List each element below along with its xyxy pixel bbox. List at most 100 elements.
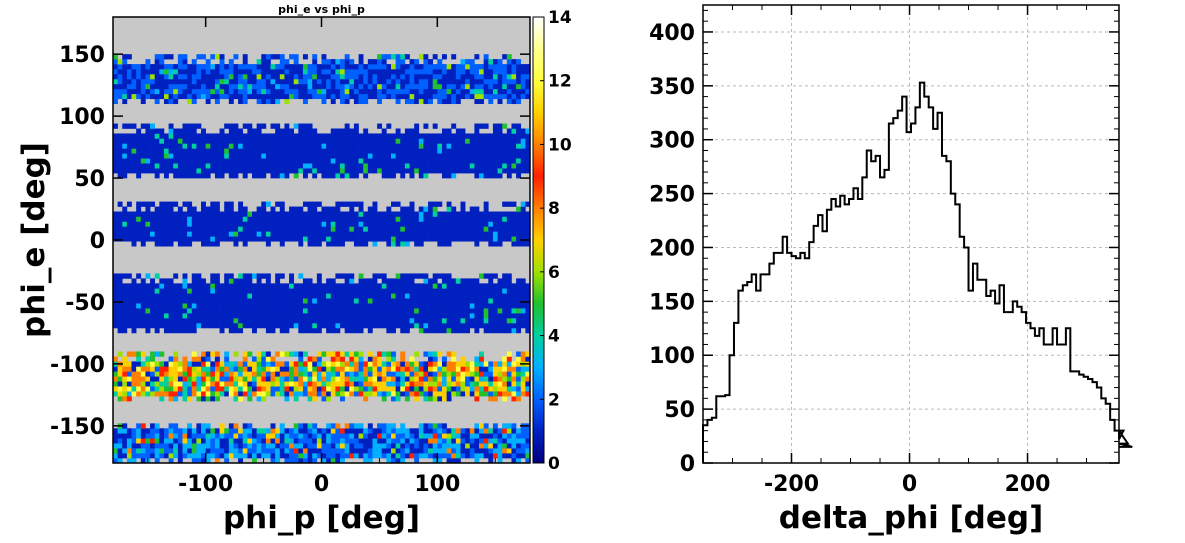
heatmap-cell [312, 293, 318, 299]
heatmap-cell [455, 168, 461, 174]
heatmap-cell [247, 366, 253, 372]
heatmap-cell [455, 216, 461, 222]
heatmap-cell [247, 143, 253, 149]
heatmap-cell [414, 448, 420, 454]
heatmap-cell [298, 69, 304, 75]
heatmap-cell [205, 236, 211, 242]
heatmap-cell [219, 128, 225, 134]
heatmap-cell [196, 93, 202, 100]
heatmap-cell [386, 73, 392, 80]
heatmap-cell [451, 153, 457, 159]
heatmap-cell [321, 386, 327, 392]
heatmap-cell [126, 448, 132, 454]
heatmap-cell [335, 283, 341, 289]
heatmap-cell [238, 98, 244, 105]
heatmap-cell [460, 163, 466, 169]
heatmap-cell [506, 313, 512, 319]
heatmap-cell [136, 221, 142, 227]
heatmap-cell [483, 438, 489, 444]
heatmap-cell [441, 211, 447, 217]
heatmap-cell [275, 54, 281, 60]
heatmap-cell [321, 371, 327, 377]
heatmap-cell [330, 351, 336, 357]
heatmap-cell [177, 303, 183, 309]
heatmap-cell [307, 216, 313, 222]
heatmap-cell [414, 386, 420, 392]
heatmap-cell [228, 361, 234, 367]
heatmap-cell [265, 381, 271, 387]
heatmap-cell [205, 318, 211, 324]
heatmap-cell [474, 323, 480, 329]
heatmap-cell [506, 303, 512, 309]
heatmap-cell [256, 443, 262, 449]
heatmap-cell [191, 313, 197, 319]
heatmap-cell [497, 173, 503, 179]
heatmap-cell [210, 163, 216, 169]
heatmap-cell [307, 123, 313, 129]
heatmap-cell [492, 133, 498, 139]
heatmap-cell [455, 221, 461, 227]
heatmap-cell [506, 138, 512, 144]
heatmap-cell [353, 133, 359, 139]
heatmap-cell [256, 273, 262, 279]
heatmap-cell [159, 138, 165, 144]
heatmap-cell [428, 453, 433, 459]
heatmap-cell [307, 278, 313, 284]
heatmap-cell [372, 313, 378, 319]
heatmap-cell [252, 293, 257, 299]
heatmap-cell [525, 221, 531, 227]
heatmap-cell [474, 361, 480, 367]
heatmap-cell [483, 153, 489, 159]
heatmap-cell [293, 376, 299, 382]
heatmap-cell [275, 303, 281, 309]
heatmap-cell [363, 391, 369, 397]
heatmap-cell [191, 168, 197, 174]
heatmap-cell [455, 366, 461, 372]
heatmap-cell [261, 73, 267, 80]
heatmap-cell [159, 163, 165, 169]
heatmap-cell [224, 323, 230, 329]
heatmap-cell [395, 138, 401, 144]
heatmap-cell [163, 293, 169, 299]
heatmap-cell [261, 288, 267, 294]
heatmap-cell [414, 98, 420, 105]
heatmap-cell [159, 221, 165, 227]
heatmap-cell [460, 303, 466, 309]
heatmap-cell [201, 211, 206, 217]
heatmap-cell [140, 64, 146, 70]
heatmap-cell [474, 366, 480, 372]
heatmap-cell [289, 64, 294, 70]
heatmap-cell [154, 241, 160, 247]
heatmap-cell [344, 221, 350, 227]
heatmap-cell [386, 386, 392, 392]
heatmap-cell [404, 168, 410, 174]
heatmap-cell [201, 371, 206, 377]
heatmap-cell [423, 423, 429, 429]
heatmap-cell [469, 69, 475, 75]
heatmap-cell [432, 453, 438, 459]
heatmap-cell [122, 386, 128, 392]
heatmap-cell [247, 73, 253, 80]
heatmap-cell [163, 231, 169, 237]
heatmap-cell [191, 133, 197, 139]
heatmap-cell [386, 288, 392, 294]
heatmap-cell [150, 123, 155, 129]
heatmap-cell [117, 433, 123, 439]
heatmap-cell [238, 206, 244, 212]
heatmap-cell [520, 78, 526, 85]
heatmap-cell [451, 78, 457, 85]
heatmap-cell [358, 303, 364, 309]
heatmap-cell [140, 351, 146, 357]
heatmap-cell [122, 448, 128, 454]
heatmap-cell [409, 376, 415, 382]
heatmap-cell [344, 98, 350, 105]
heatmap-cell [247, 376, 253, 382]
heatmap-cell [386, 433, 392, 439]
heatmap-cell [126, 366, 132, 372]
heatmap-cell [136, 386, 142, 392]
heatmap-cell [483, 158, 489, 164]
heatmap-cell [201, 453, 206, 459]
heatmap-cell [451, 308, 457, 314]
heatmap-cell [441, 88, 447, 95]
